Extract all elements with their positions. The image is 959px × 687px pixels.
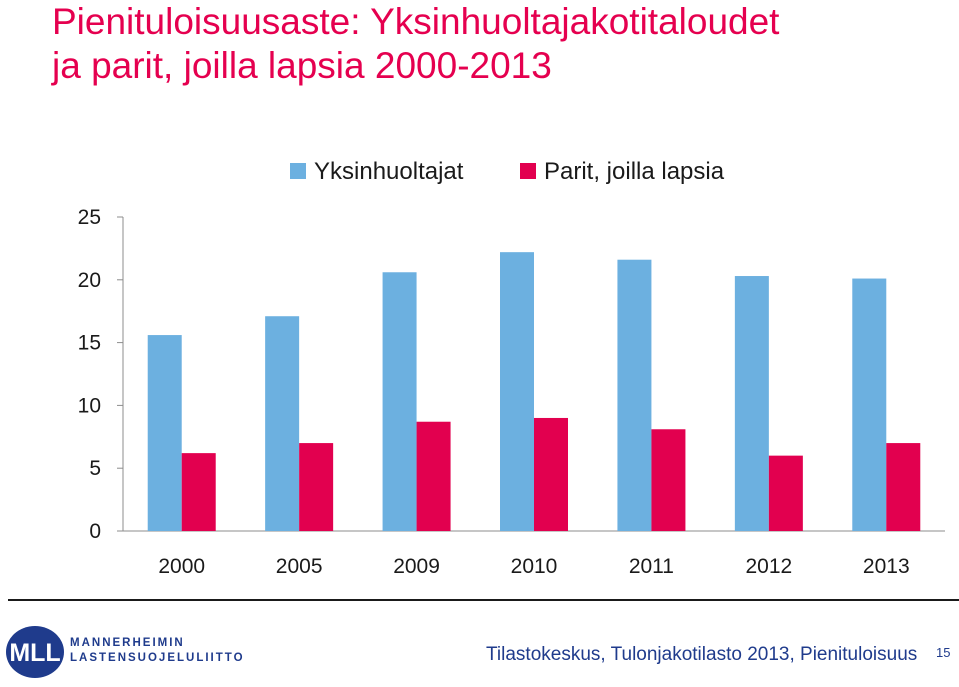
bar-yksinhuoltajat-2013 — [852, 278, 887, 531]
y-tick-label: 20 — [78, 269, 101, 292]
logo-line-1: MANNERHEIMIN — [70, 637, 185, 649]
y-tick-label: 25 — [78, 206, 101, 229]
bar-yksinhuoltajat-2005 — [265, 316, 300, 531]
bar-parit-2012 — [768, 455, 803, 531]
legend-swatch-1 — [290, 163, 306, 179]
bar-parit-2009 — [416, 421, 451, 531]
logo-badge-icon — [6, 626, 64, 678]
bar-yksinhuoltajat-2009 — [382, 272, 417, 531]
bar-yksinhuoltajat-2000 — [147, 335, 182, 531]
mll-logo: MLL — [6, 626, 64, 678]
bar-yksinhuoltajat-2011 — [617, 259, 652, 531]
bar-yksinhuoltajat-2012 — [734, 276, 769, 531]
y-tick-label: 15 — [78, 332, 101, 355]
legend-label-2: Parit, joilla lapsia — [544, 158, 725, 185]
x-tick-label: 2009 — [393, 555, 440, 578]
page-title: Pienituloisuusaste: Yksinhuoltajakotital… — [52, 0, 952, 88]
title-line-2: ja parit, joilla lapsia 2000-2013 — [52, 45, 552, 86]
y-tick-label: 5 — [89, 457, 101, 480]
x-tick-label: 2010 — [511, 555, 558, 578]
y-tick-label: 10 — [78, 394, 101, 417]
bar-parit-2010 — [534, 417, 568, 531]
bar-chart: 0 5 10 15 20 25 2000 2005 2009 2010 2011 2012 2013 Yk… — [78, 158, 945, 578]
x-tick-label: 2011 — [629, 555, 674, 578]
logo-wordmark: MANNERHEIMIN LASTENSUOJELULIITTO — [70, 636, 245, 666]
page-number: 15 — [936, 645, 951, 660]
legend-swatch-2 — [520, 163, 536, 179]
footer-divider — [8, 599, 959, 601]
bar-parit-2013 — [886, 443, 921, 531]
bar-parit-2000 — [181, 453, 216, 531]
bar-parit-2005 — [299, 443, 334, 531]
source-citation: Tilastokeskus, Tulonjakotilasto 2013, Pi… — [486, 644, 918, 665]
title-line-1: Pienituloisuusaste: Yksinhuoltajakotital… — [52, 1, 780, 42]
logo-mark-text: MLL — [9, 639, 60, 667]
x-tick-label: 2012 — [745, 555, 792, 578]
x-tick-label: 2013 — [863, 555, 910, 578]
x-tick-label: 2000 — [158, 555, 205, 578]
y-tick-label: 0 — [89, 520, 101, 543]
logo-line-2: LASTENSUOJELULIITTO — [70, 652, 245, 664]
x-tick-label: 2005 — [276, 555, 323, 578]
legend-label-1: Yksinhuoltajat — [314, 158, 464, 185]
bar-parit-2011 — [651, 429, 686, 531]
bar-yksinhuoltajat-2010 — [500, 252, 534, 531]
